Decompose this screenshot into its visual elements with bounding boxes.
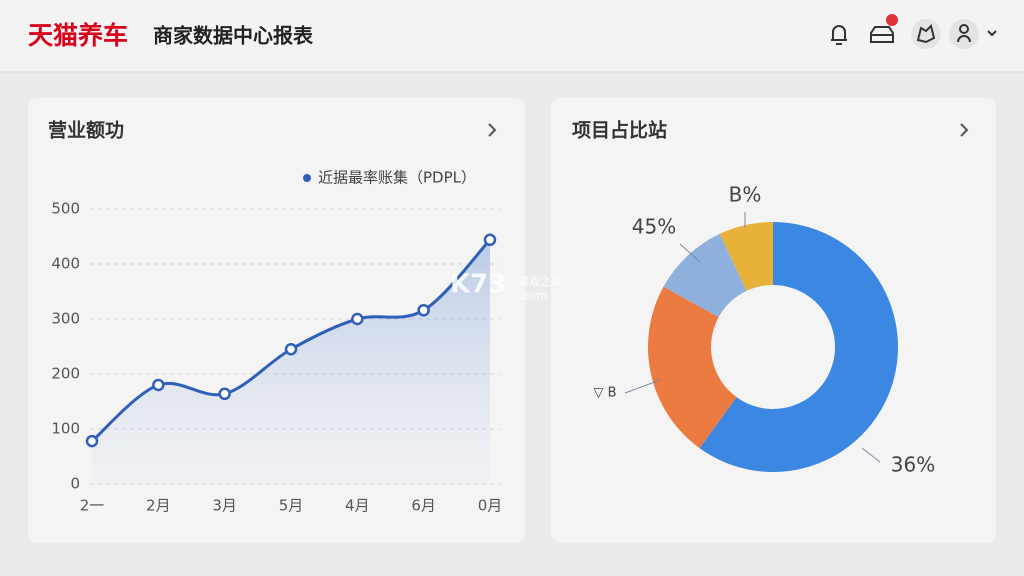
y-tick-label: 400 <box>51 255 80 273</box>
point <box>218 387 231 401</box>
avatar-icon[interactable] <box>957 24 971 43</box>
x-tick-label: 5月 <box>279 497 304 515</box>
bell-icon[interactable] <box>831 25 847 45</box>
watermark-logo: K73 <box>450 270 506 300</box>
leader-line <box>861 447 881 463</box>
point <box>417 303 430 317</box>
point <box>152 378 165 392</box>
brand: 天猫养车 <box>28 21 128 50</box>
y-tick-label: 200 <box>51 365 80 383</box>
point <box>85 434 99 448</box>
y-tick-label: 500 <box>51 200 80 218</box>
x-tick-label: 0月 <box>478 497 503 515</box>
x-tick-label: 6月 <box>411 497 436 515</box>
watermark-domain: .com <box>520 289 547 302</box>
badge <box>886 14 898 26</box>
y-tick-label: 100 <box>51 420 80 438</box>
donut-slice <box>699 222 899 472</box>
slice-annotation: 36% <box>891 453 935 477</box>
leader-line <box>679 243 701 263</box>
point <box>351 312 364 326</box>
point <box>483 233 497 247</box>
slice-annotation: 45% <box>632 215 676 239</box>
chevron[interactable] <box>488 123 497 137</box>
y-tick-label: 300 <box>51 310 80 328</box>
card-title: 营业额功 <box>48 119 124 142</box>
x-tick-label: 4月 <box>345 497 370 515</box>
y-tick-label: 0 <box>70 475 80 493</box>
watermark-text: 游戏之家 <box>518 274 562 288</box>
area <box>92 239 490 484</box>
donut-slice <box>647 286 737 449</box>
dropdown-caret[interactable] <box>987 30 997 37</box>
car-icon[interactable] <box>870 26 894 43</box>
plugin-bg <box>911 19 941 49</box>
slice-annotation: ▽ B <box>593 386 616 401</box>
slice-annotation: B% <box>729 183 762 207</box>
legend-marker <box>303 174 311 182</box>
donut-slice <box>719 222 773 291</box>
header-icons <box>831 14 997 49</box>
chevron[interactable] <box>960 123 969 137</box>
header-bar <box>0 0 1024 72</box>
x-tick-label: 3月 <box>212 497 237 515</box>
point <box>284 343 298 356</box>
header-title: 商家数据中心报表 <box>153 24 314 48</box>
donut-slice <box>663 233 747 318</box>
card-title: 项目占比站 <box>572 119 667 142</box>
x-tick-label: 2一 <box>80 497 105 515</box>
card <box>551 98 996 543</box>
x-tick-label: 2月 <box>146 497 171 515</box>
leader-line <box>624 379 661 394</box>
plugin-icon[interactable] <box>916 24 936 44</box>
legend-label: 近据最率账集（PDPL） <box>318 169 476 187</box>
